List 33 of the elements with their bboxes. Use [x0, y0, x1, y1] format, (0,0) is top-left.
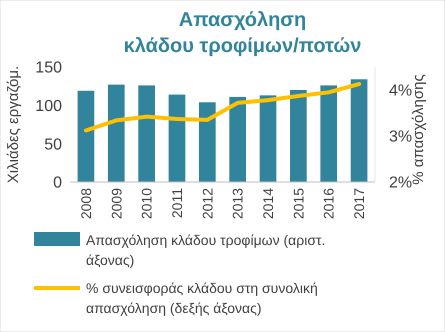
- bar: [138, 85, 155, 182]
- x-tick-label: 2014: [260, 188, 276, 220]
- x-tick-label: 2010: [138, 188, 155, 220]
- y2-axis-title: % απασχόλησης: [410, 74, 427, 185]
- bar: [350, 79, 368, 182]
- y2-tick-label: 2%: [389, 174, 412, 192]
- legend-label: Απασχόληση κλάδου τροφίμων (αριστ. άξονας): [86, 232, 326, 268]
- bar: [78, 90, 94, 182]
- chart-title: Απασχόληση κλάδου τροφίμων/ποτών: [124, 9, 362, 57]
- x-tick-label: 2008: [78, 188, 94, 220]
- bar: [260, 95, 276, 182]
- x-tick-label: 2012: [199, 188, 216, 220]
- x-tick-label: 2016: [320, 188, 337, 220]
- y2-tick-label: 4%: [389, 82, 412, 100]
- y-tick-label: 100: [35, 98, 62, 115]
- y-axis-title: Χιλιάδες εργαζόμ.: [5, 66, 22, 184]
- y-tick-label: 50: [44, 136, 62, 154]
- bar: [108, 84, 125, 182]
- line-series: [84, 82, 362, 132]
- bar: [198, 102, 216, 182]
- x-tick-label: 2013: [230, 188, 246, 220]
- bar: [168, 94, 186, 182]
- bar: [229, 96, 246, 182]
- y-tick-label: 0: [53, 174, 62, 192]
- x-tick-label: 2015: [290, 188, 306, 220]
- bar: [320, 85, 338, 182]
- bar: [290, 90, 307, 182]
- legend-label: % συνεισφοράς κλάδου στη συνολική απασχόληση (δεξής άξονας): [86, 280, 318, 316]
- x-tick-label: 2009: [108, 188, 124, 220]
- y-tick-label: 150: [35, 60, 62, 77]
- x-tick-label: 2011: [168, 188, 185, 218]
- x-tick-label: 2017: [351, 188, 368, 220]
- y2-tick-label: 3%: [389, 128, 412, 146]
